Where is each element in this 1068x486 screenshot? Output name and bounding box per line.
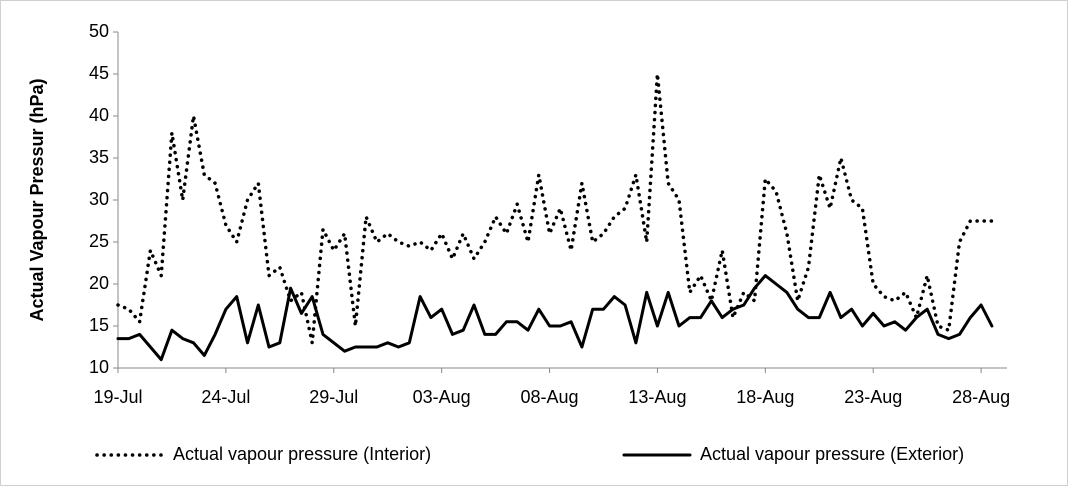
y-tick-label: 25 [89, 231, 109, 251]
y-axis-label: Actual Vapour Pressur (hPa) [27, 78, 47, 321]
y-tick-label: 35 [89, 147, 109, 167]
x-tick-label: 23-Aug [844, 387, 902, 407]
y-tick-label: 45 [89, 63, 109, 83]
x-tick-label: 13-Aug [628, 387, 686, 407]
x-tick-label: 29-Jul [309, 387, 358, 407]
x-tick-label: 03-Aug [413, 387, 471, 407]
x-tick-label: 18-Aug [736, 387, 794, 407]
x-tick-label: 28-Aug [952, 387, 1010, 407]
x-tick-label: 19-Jul [93, 387, 142, 407]
x-tick-label: 08-Aug [521, 387, 579, 407]
legend-label: Actual vapour pressure (Exterior) [700, 444, 964, 464]
y-tick-label: 50 [89, 21, 109, 41]
y-tick-label: 40 [89, 105, 109, 125]
series-line [116, 274, 994, 362]
y-tick-label: 15 [89, 315, 109, 335]
y-tick-label: 10 [89, 357, 109, 377]
x-tick-label: 24-Jul [201, 387, 250, 407]
y-tick-label: 30 [89, 189, 109, 209]
legend-label: Actual vapour pressure (Interior) [173, 444, 431, 464]
y-tick-label: 20 [89, 273, 109, 293]
